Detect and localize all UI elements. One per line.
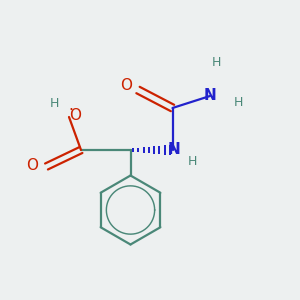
Text: H: H [234, 95, 243, 109]
Text: O: O [69, 108, 81, 123]
Text: N: N [204, 88, 216, 104]
Text: H: H [49, 97, 59, 110]
Text: O: O [120, 78, 132, 93]
Text: O: O [26, 158, 38, 172]
Text: N: N [168, 142, 180, 158]
Text: H: H [187, 155, 197, 168]
Text: ·: · [68, 103, 73, 118]
Text: H: H [211, 56, 221, 70]
